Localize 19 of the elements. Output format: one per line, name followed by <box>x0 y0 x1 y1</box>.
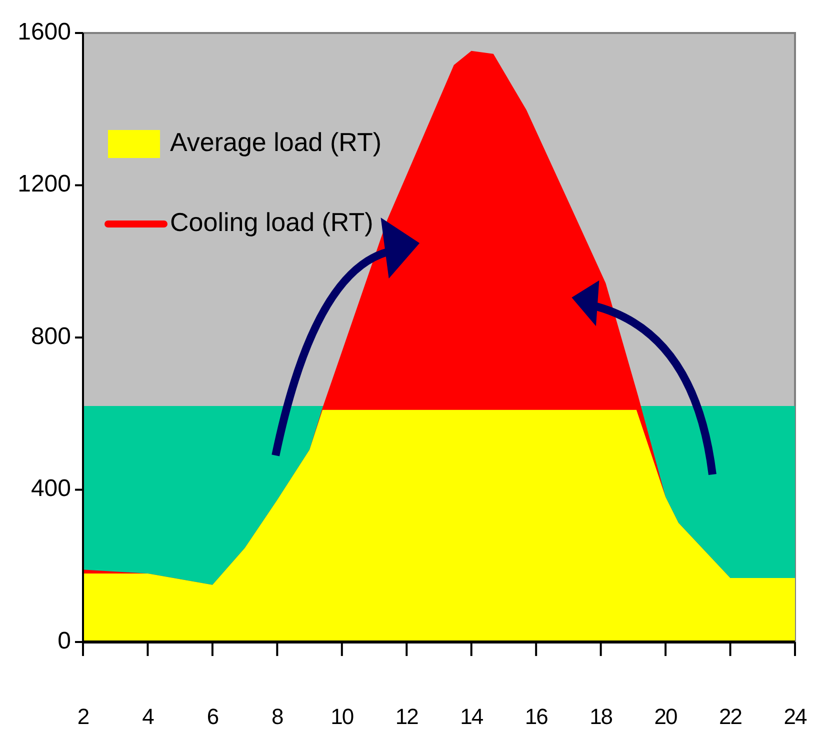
x-tick-label: 24 <box>784 704 807 729</box>
x-tick-label: 10 <box>330 704 354 729</box>
x-tick-label: 16 <box>524 704 548 729</box>
x-tick-label: 20 <box>654 704 678 729</box>
x-tick-label: 14 <box>460 704 484 729</box>
y-tick-label: 400 <box>30 475 71 502</box>
y-tick-label: 1600 <box>18 18 71 46</box>
y-tick-label: 0 <box>58 627 71 654</box>
y-tick-label: 800 <box>30 322 71 350</box>
x-tick-label: 8 <box>272 704 284 729</box>
x-tick-label: 18 <box>590 704 613 729</box>
legend-label: Average load (RT) <box>170 126 382 157</box>
x-tick-label: 22 <box>719 704 742 729</box>
x-tick-label: 2 <box>77 704 90 729</box>
x-tick-label: 4 <box>142 704 154 729</box>
x-tick-label: 12 <box>395 704 419 729</box>
y-tick-label: 1200 <box>18 170 71 198</box>
legend-label: Cooling load (RT) <box>170 206 374 237</box>
x-tick-label: 6 <box>206 704 219 729</box>
